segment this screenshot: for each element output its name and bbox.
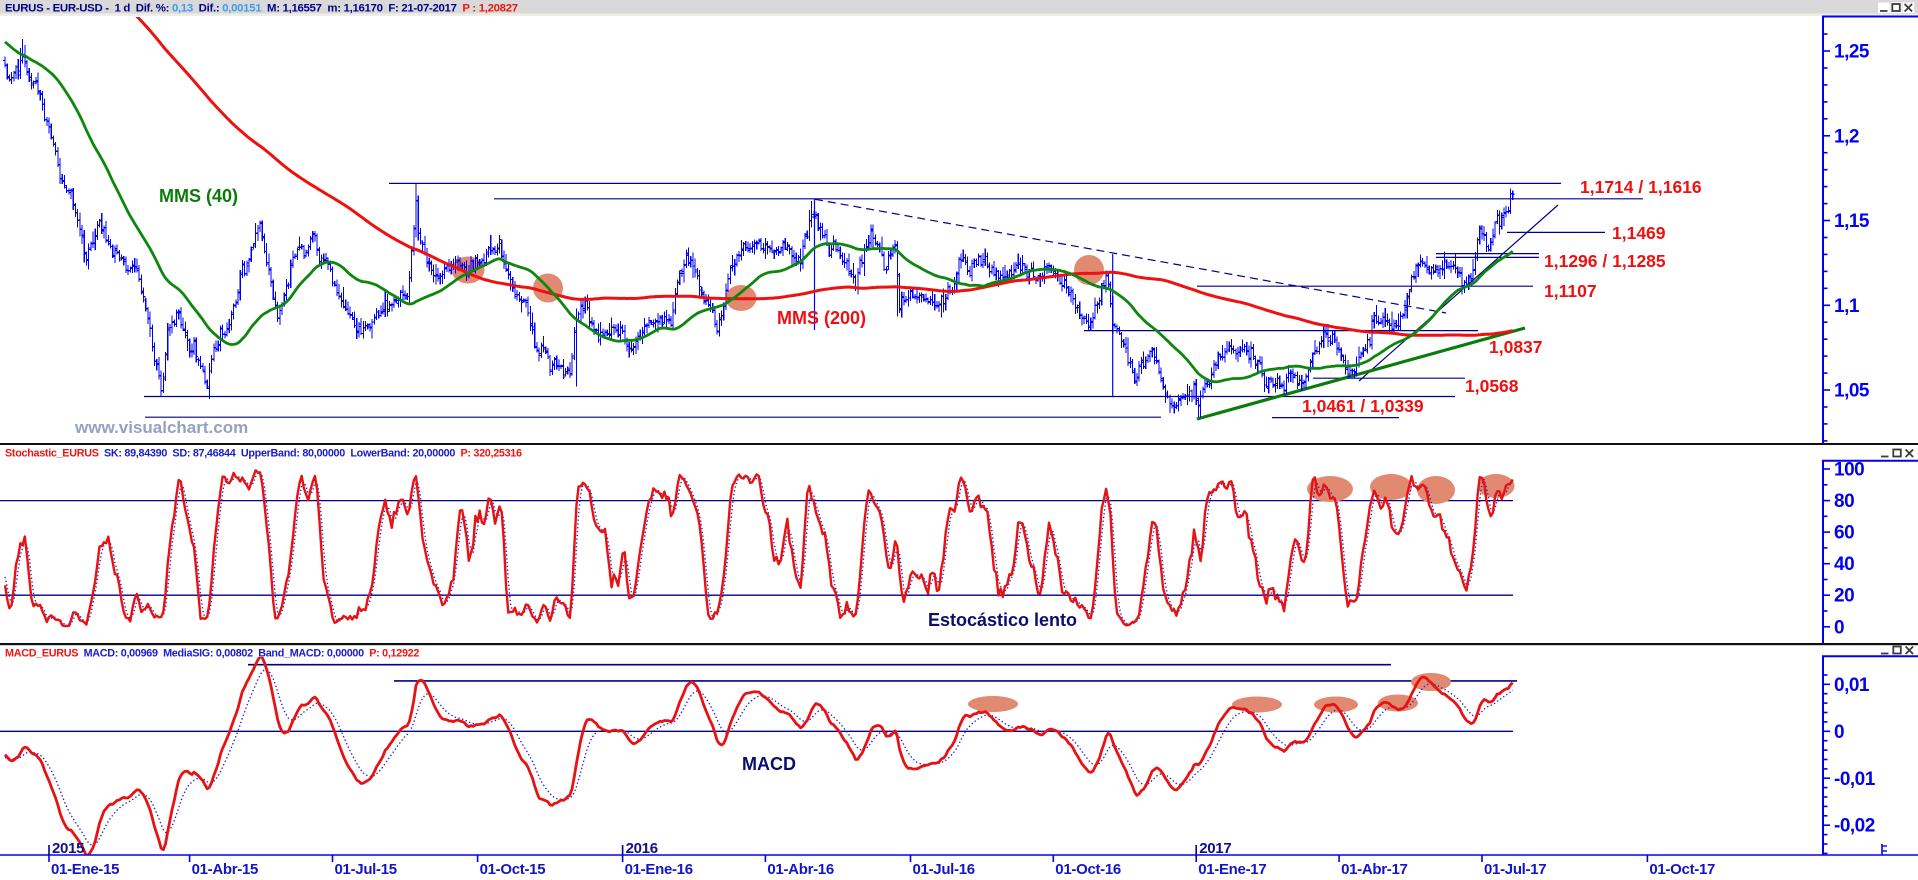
svg-text:MMS (40): MMS (40)	[159, 186, 238, 206]
svg-text:01-Oct-16: 01-Oct-16	[1055, 861, 1121, 875]
svg-text:1,1714 / 1,1616: 1,1714 / 1,1616	[1580, 177, 1702, 197]
svg-text:01-Abr-16: 01-Abr-16	[767, 861, 834, 875]
svg-text:1,2: 1,2	[1834, 126, 1859, 147]
svg-text:Stochastic_EURUS SK: 89,84390: Stochastic_EURUS SK: 89,84390 SD: 87,468…	[5, 448, 522, 460]
svg-text:100: 100	[1834, 460, 1864, 481]
svg-text:1,05: 1,05	[1834, 381, 1870, 402]
svg-text:80: 80	[1834, 491, 1854, 512]
svg-text:MMS (200): MMS (200)	[777, 308, 866, 328]
svg-text:01-Abr-17: 01-Abr-17	[1341, 861, 1408, 875]
svg-text:01-Jul-16: 01-Jul-16	[913, 861, 975, 875]
svg-text:1,25: 1,25	[1834, 42, 1870, 63]
svg-text:MACD: MACD	[742, 754, 796, 774]
svg-text:-0,01: -0,01	[1834, 769, 1876, 790]
svg-text:1,15: 1,15	[1834, 211, 1870, 232]
svg-text:-0,02: -0,02	[1834, 816, 1875, 837]
svg-text:www.visualchart.com: www.visualchart.com	[74, 418, 248, 437]
svg-text:0,01: 0,01	[1834, 675, 1870, 696]
svg-text:01-Ene-17: 01-Ene-17	[1198, 861, 1266, 875]
svg-text:01-Abr-15: 01-Abr-15	[192, 861, 259, 875]
svg-text:1,1: 1,1	[1834, 296, 1860, 317]
svg-text:01-Oct-15: 01-Oct-15	[480, 861, 546, 875]
svg-text:40: 40	[1834, 554, 1854, 575]
svg-text:1,0837: 1,0837	[1489, 337, 1543, 357]
svg-text:01-Ene-16: 01-Ene-16	[625, 861, 693, 875]
svg-text:0: 0	[1834, 722, 1844, 743]
svg-text:60: 60	[1834, 523, 1854, 544]
svg-text:2016: 2016	[626, 840, 658, 857]
svg-text:2015: 2015	[52, 840, 84, 857]
svg-text:1,1107: 1,1107	[1544, 281, 1597, 301]
svg-text:MACD_EURUS MACD: 0,00969 Med: MACD_EURUS MACD: 0,00969 MediaSIG: 0,008…	[5, 648, 419, 660]
svg-text:01-Oct-17: 01-Oct-17	[1649, 861, 1715, 875]
svg-text:1,1469: 1,1469	[1612, 223, 1666, 243]
svg-text:01-Ene-15: 01-Ene-15	[51, 861, 119, 875]
svg-text:0: 0	[1834, 617, 1844, 638]
svg-text:01-Jul-15: 01-Jul-15	[335, 861, 397, 875]
svg-text:1,0568: 1,0568	[1465, 376, 1519, 396]
svg-text:2017: 2017	[1199, 840, 1231, 857]
svg-text:20: 20	[1834, 586, 1854, 607]
svg-text:1,0461 / 1,0339: 1,0461 / 1,0339	[1302, 396, 1424, 416]
svg-text:Estocástico lento: Estocástico lento	[928, 610, 1077, 630]
svg-text:EURUS - EUR-USD - 1 d Dif. %: EURUS - EUR-USD - 1 d Dif. %: 0,13 Dif.:…	[5, 3, 518, 15]
svg-text:1,1296 / 1,1285: 1,1296 / 1,1285	[1544, 251, 1666, 271]
svg-text:01-Jul-17: 01-Jul-17	[1484, 861, 1546, 875]
